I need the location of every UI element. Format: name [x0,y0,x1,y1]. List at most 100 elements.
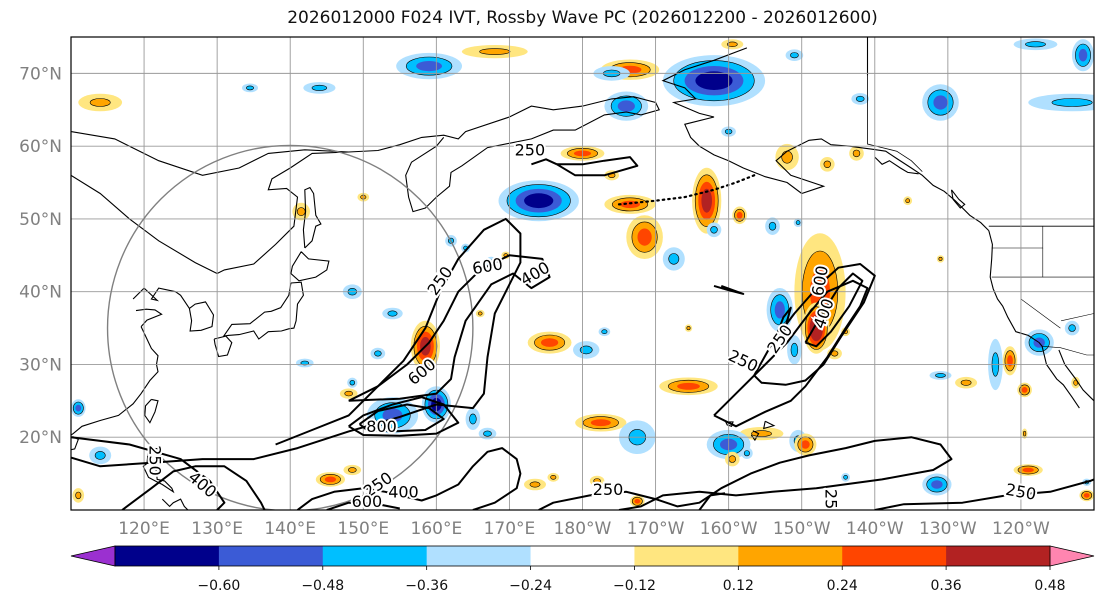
contour-label: 400 [388,482,419,501]
coastline [132,287,215,332]
reference-circle [106,144,474,510]
axis-tick-labels: 20°N 30°N 40°N 50°N 60°N 70°N 120°E 130°E 140°E 1… [19,64,1050,539]
anomaly-blob [787,335,802,365]
anomaly-blob [296,358,314,368]
anomaly-blob [1002,346,1018,376]
anomaly-blob [339,388,358,399]
lon-tick-label: 150°E [337,519,389,539]
anomaly-blob [524,478,546,491]
ivt-contour-line [121,465,266,510]
anomaly-blob [662,247,685,271]
anomaly-blob [575,413,627,432]
anomaly-blob [684,324,693,332]
lat-tick-label: 50°N [19,210,62,230]
colorbar-swatch [634,546,739,566]
colorbar-label: −0.48 [301,578,344,594]
contour-label: 25 [821,489,840,509]
anomaly-blob [820,157,835,172]
coastline [144,398,159,424]
colorbar-swatch [426,546,532,566]
anomaly-blob [725,451,740,467]
map-frame [70,36,1095,511]
coastline [161,498,189,510]
ivt-contour-line [698,492,726,510]
anomaly-blob [396,52,462,80]
ivt-contour-line [326,501,400,510]
ivt-contour-line [348,396,460,437]
contour-label: 250 [146,445,165,476]
contour-label: 250 [593,480,624,499]
coastline [661,47,990,231]
colorbar-label: −0.36 [405,578,448,594]
anomaly-blob [903,196,913,206]
anomaly-blob [732,206,747,225]
contour-label: 250 [515,140,546,159]
anomaly-blob [1013,38,1058,51]
colorbar: −0.60 −0.48 −0.36 −0.24 −0.12 0.12 0.24 0.36 0.4… [70,545,1095,594]
colorbar-label: 0.12 [723,578,754,594]
lon-tick-label: 140°W [846,519,904,539]
anomaly-blob [604,194,656,214]
anomaly-blob [659,377,718,396]
anomaly-blob [922,473,952,496]
anomaly-blob [343,464,362,476]
anomaly-blob [598,327,611,337]
colorbar-outline [114,545,1051,567]
lon-tick-label: 170°E [484,519,536,539]
coastlines [71,37,1094,510]
border [1042,346,1094,356]
anomaly-blob [1021,428,1028,439]
coastline [302,186,322,249]
ivt-contour-line [71,217,522,468]
lat-tick-label: 60°N [19,137,62,157]
contour-label: 800 [366,417,397,436]
coastline [290,251,330,282]
anomaly-blob [573,341,600,359]
coastline [135,308,163,327]
border [1061,313,1094,322]
coastline [874,156,919,175]
anomaly-blob [793,218,803,228]
anomaly-blob [315,472,345,487]
anomaly-blob [303,82,336,94]
anomaly-blob [851,93,869,105]
anomaly-blob [547,472,560,482]
lon-tick-label: 170°W [627,519,685,539]
colorbar-label: 0.36 [931,578,962,594]
anomaly-blob [849,146,864,161]
colorbar-swatch [530,546,635,566]
colorbar-swatch [115,546,220,566]
coastline [950,189,966,209]
anomaly-blob [785,49,804,61]
lon-tick-label: 130°E [191,519,243,539]
ivt-contour-line [531,158,558,166]
anomaly-blob [382,307,403,320]
colorbar-swatch [322,546,428,566]
anomaly-blob [1017,382,1032,398]
coastline [71,151,349,275]
ivt-contour-line [804,272,864,348]
anomaly-blob [922,84,959,121]
anomaly-blob [936,255,945,263]
colorbar-extend-min [70,545,116,567]
anomaly-blob [706,222,722,238]
colorbar-extend-max [1049,545,1095,567]
lat-tick-label: 20°N [19,428,62,448]
colorbar-swatch [218,546,324,566]
lat-tick-label: 30°N [19,355,62,375]
coastline [1058,349,1094,402]
colorbar-label: −0.24 [509,578,552,594]
coastline [762,420,776,430]
colorbar-swatch [946,546,1051,566]
ivt-contour-line [874,478,1094,510]
rossby-wave-pc-shading [71,38,1094,508]
ivt-contour-line [348,254,551,402]
anomaly-blob [71,399,86,417]
ivt-contour-line [296,447,522,510]
anomaly-blob [765,217,780,235]
anomaly-blob [1028,93,1094,112]
anomaly-blob [1013,464,1043,476]
anomaly-blob [347,377,358,388]
ivt-contour-line [71,436,226,510]
